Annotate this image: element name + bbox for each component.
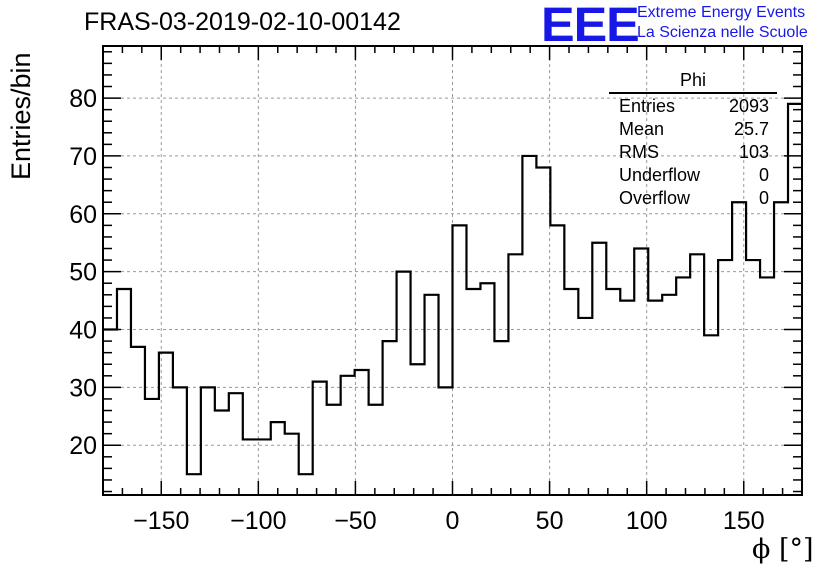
histogram-bin: [522, 156, 536, 495]
x-axis-label: ϕ [°]: [752, 534, 814, 565]
histogram-bin: [397, 272, 411, 495]
histogram-bin: [453, 225, 467, 495]
histogram-bin: [746, 260, 760, 495]
stats-value: 103: [738, 142, 769, 162]
histogram-bin: [271, 422, 285, 495]
logo-line-2: La Scienza nelle Scuole: [637, 24, 808, 41]
histogram-bin: [327, 405, 341, 495]
histogram-bin: [704, 335, 718, 495]
stats-value: 0: [758, 188, 769, 208]
stats-label: RMS: [619, 142, 659, 162]
histogram-bin: [606, 289, 620, 495]
y-tick-label: 20: [69, 432, 97, 460]
stats-label: Entries: [619, 96, 676, 116]
histogram-bin: [550, 225, 564, 495]
histogram-bin: [439, 387, 453, 495]
histogram-bin: [480, 283, 494, 495]
histogram-bin: [676, 277, 690, 495]
histogram-bin: [564, 289, 578, 495]
stats-value: 2093: [728, 96, 769, 116]
histogram-bin: [229, 393, 243, 495]
histogram-bin: [760, 277, 774, 495]
logo-line-1: Extreme Energy Events: [637, 4, 806, 21]
histogram-bin: [634, 249, 648, 495]
stats-row-rms: RMS 103: [609, 141, 777, 164]
axis-ticks: [102, 46, 803, 495]
histogram-bin: [103, 330, 117, 495]
histogram-bin: [411, 364, 425, 495]
histogram-bin: [774, 202, 788, 495]
y-tick-label: 50: [69, 259, 97, 287]
histogram-bin: [173, 387, 187, 495]
x-tick-label: 0: [446, 507, 460, 535]
y-tick-label: 80: [69, 85, 97, 113]
x-tick-label: 150: [723, 507, 765, 535]
stats-box-title: Phi: [609, 70, 777, 94]
stats-box: Phi Entries 2093 Mean 25.7 RMS 103 Under…: [609, 70, 777, 210]
histogram-bin: [187, 474, 201, 495]
histogram-bin: [313, 382, 327, 495]
y-tick-label: 60: [69, 201, 97, 229]
stats-row-underflow: Underflow 0: [609, 164, 777, 187]
stats-value: 0: [758, 165, 769, 185]
grid-lines: [103, 46, 802, 495]
histogram-bin: [145, 399, 159, 495]
y-tick-label: 30: [69, 374, 97, 402]
histogram-bin: [536, 168, 550, 495]
eee-logo: EEE: [541, 0, 640, 52]
histogram-bin: [341, 376, 355, 495]
histogram-bin: [355, 370, 369, 495]
x-tick-label: 100: [626, 507, 668, 535]
histogram-bin: [578, 318, 592, 495]
stats-label: Mean: [619, 119, 665, 139]
histogram-bin: [383, 341, 397, 495]
x-tick-label: 50: [536, 507, 564, 535]
histogram-bin: [592, 243, 606, 495]
histogram-steps: [103, 102, 802, 476]
histogram-bin: [466, 289, 480, 495]
histogram-bin: [494, 341, 508, 495]
histogram-bin: [285, 434, 299, 495]
histogram-bin: [662, 295, 676, 495]
histogram-bin: [718, 260, 732, 495]
stats-row-overflow: Overflow 0: [609, 187, 777, 210]
stats-row-mean: Mean 25.7: [609, 118, 777, 141]
tick-labels: −150 −100 −50 0 50 100 150 20 30 40 50 60 70 80: [69, 85, 764, 535]
histogram-bin: [131, 347, 145, 495]
chart-title: FRAS-03-2019-02-10-00142: [84, 8, 401, 36]
histogram-bin: [215, 411, 229, 495]
histogram-series: [103, 102, 802, 495]
histogram-bin: [788, 104, 802, 495]
y-tick-label: 70: [69, 143, 97, 171]
stats-row-entries: Entries 2093: [609, 95, 777, 118]
stats-label: Overflow: [619, 188, 691, 208]
histogram-bin: [369, 405, 383, 495]
histogram-bin: [425, 295, 439, 495]
histogram-bin: [299, 474, 313, 495]
x-tick-label: −50: [334, 507, 376, 535]
stats-value: 25.7: [733, 119, 769, 139]
histogram-bin: [690, 254, 704, 495]
histogram-bin: [117, 289, 131, 495]
histogram-bin: [508, 254, 522, 495]
stats-label: Underflow: [619, 165, 701, 185]
x-tick-label: −150: [133, 507, 189, 535]
x-tick-label: −100: [230, 507, 286, 535]
y-tick-label: 40: [69, 317, 97, 345]
histogram-bin: [243, 439, 257, 495]
y-axis-label: Entries/bin: [6, 52, 36, 180]
histogram-bin: [201, 387, 215, 495]
